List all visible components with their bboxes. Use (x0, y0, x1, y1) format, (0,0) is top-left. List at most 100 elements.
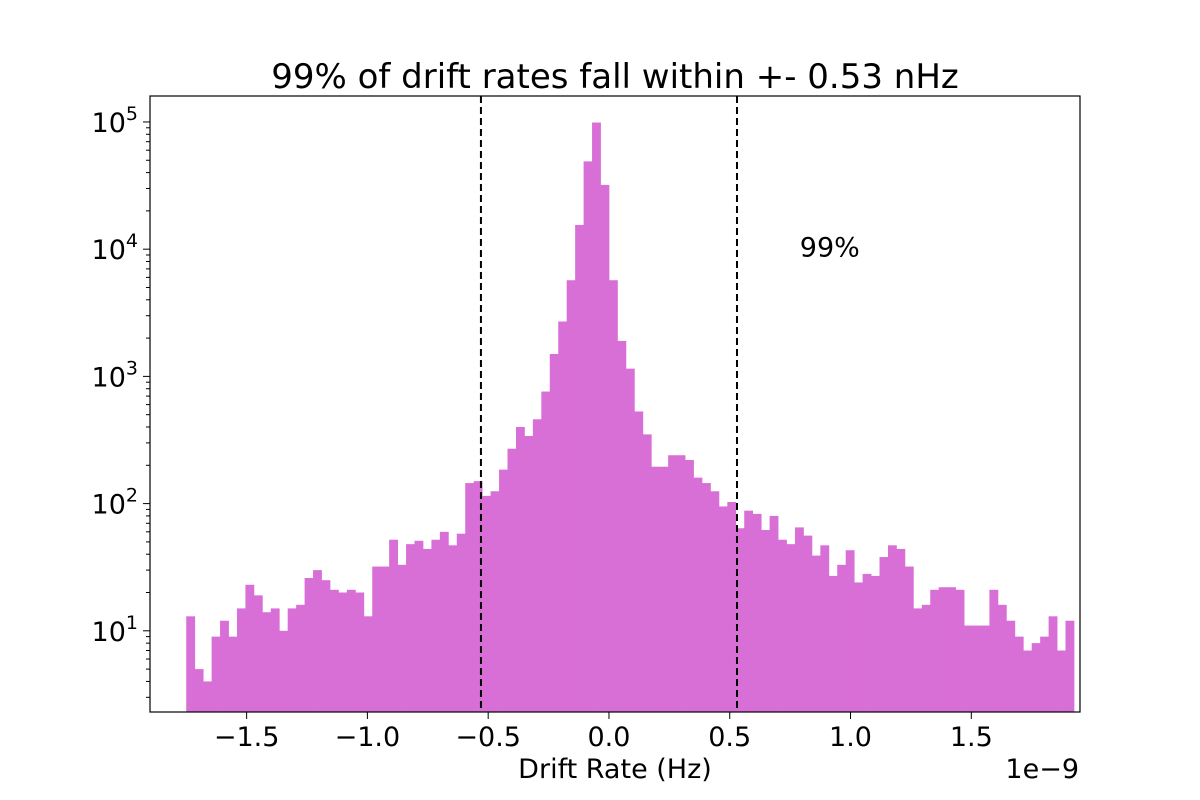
histogram-bar (262, 612, 272, 712)
histogram-bar (228, 636, 238, 712)
histogram-bar (456, 533, 466, 712)
histogram-bar (448, 545, 458, 712)
histogram-bar (887, 545, 897, 712)
histogram-bar (296, 604, 305, 712)
histogram-bar (761, 530, 770, 712)
histogram-bar (668, 455, 677, 712)
plot-frame (149, 95, 1081, 713)
x-tick-label: −1.5 (214, 722, 280, 753)
x-tick-label: 0.5 (708, 722, 751, 753)
histogram-bar (845, 550, 855, 712)
histogram-bar (1065, 620, 1075, 712)
histogram-bar (220, 620, 229, 712)
histogram-bar (735, 528, 745, 712)
histogram-bar (828, 575, 838, 712)
histogram-bar (203, 681, 212, 712)
histogram-bar (211, 636, 221, 712)
histogram-bar (930, 589, 940, 712)
histogram-bar (862, 573, 872, 712)
histogram-bar (938, 587, 948, 712)
histogram-bar (600, 184, 610, 712)
histogram-bar (397, 564, 407, 712)
histogram-bar (837, 564, 847, 712)
histogram-bar (997, 604, 1007, 712)
histogram-bar (896, 548, 906, 712)
histogram-bar (651, 466, 661, 712)
histogram-bar (583, 161, 593, 712)
histogram-bar (414, 540, 424, 712)
histogram-bar (380, 566, 390, 712)
histogram-bar (575, 224, 584, 712)
histogram-bar (1014, 636, 1024, 712)
histogram-bar (499, 469, 508, 712)
y-axis-ticks: 101 102 103 104 105 (92, 103, 150, 698)
histogram-bar (642, 434, 652, 712)
histogram-bar (879, 557, 889, 712)
histogram-bar (355, 592, 365, 712)
histogram-bar (482, 495, 491, 712)
x-tick-label: 0.0 (587, 722, 630, 753)
histogram-bar (1031, 643, 1041, 712)
histogram-bar (363, 616, 373, 712)
histogram-bar (558, 321, 568, 712)
histogram-bar (439, 531, 449, 712)
histogram-bar (710, 491, 720, 712)
histogram-bar (541, 391, 551, 712)
histogram-bar (406, 544, 415, 712)
histogram-bar (431, 539, 441, 712)
histogram-bar (507, 448, 517, 712)
histogram-bar (532, 419, 542, 712)
histogram-bar (913, 608, 923, 712)
histogram-bar (1006, 620, 1016, 712)
y-tick-label: 105 (92, 103, 138, 139)
histogram-bar (245, 584, 255, 712)
histogram-bar (964, 625, 973, 712)
histogram-bar (1023, 650, 1033, 712)
x-axis-ticks: −1.5 −1.0 −0.5 0.0 0.5 1.0 1.5 (214, 712, 993, 753)
histogram-bar (1057, 650, 1066, 712)
histogram-bar (194, 669, 204, 712)
histogram-bar (304, 578, 314, 712)
histogram-bar (490, 491, 500, 712)
histogram-bar (1048, 616, 1058, 712)
histogram-bar (287, 608, 297, 712)
x-tick-label: −0.5 (455, 722, 521, 753)
histogram-bars (186, 122, 1075, 713)
chart-title: 99% of drift rates fall within +- 0.53 n… (271, 57, 959, 97)
histogram-bar (346, 589, 356, 712)
histogram-bar (947, 587, 956, 712)
x-tick-label: −1.0 (335, 722, 401, 753)
histogram-bar (617, 340, 627, 712)
x-tick-label: 1.5 (950, 722, 993, 753)
histogram-bar (566, 280, 576, 712)
histogram-bar (465, 483, 475, 712)
histogram-bar (473, 481, 483, 712)
histogram-bar (186, 616, 196, 712)
histogram-bar (338, 592, 348, 712)
histogram-bar (744, 510, 754, 712)
histogram-bar (854, 582, 863, 712)
histogram-bar (592, 122, 601, 713)
histogram-bar (659, 466, 669, 712)
histogram-bar (279, 630, 289, 712)
histogram-bar (955, 589, 965, 712)
histogram-bar (253, 595, 263, 712)
histogram-bar (980, 625, 990, 712)
histogram-bar (786, 544, 796, 712)
histogram-bar (329, 589, 339, 712)
histogram-bar (524, 435, 534, 712)
x-axis-label: Drift Rate (Hz) (518, 754, 712, 785)
histogram-bar (676, 455, 686, 712)
histogram-bar (727, 501, 737, 712)
histogram-bar (803, 535, 813, 712)
histogram-bar (270, 608, 280, 712)
histogram-bar (1040, 636, 1049, 712)
histogram-bar (989, 589, 999, 712)
threshold-lines (479, 96, 738, 712)
histogram-bar (811, 555, 821, 712)
histogram-bar (794, 527, 804, 712)
y-tick-label: 103 (92, 357, 138, 393)
histogram-bar (778, 539, 787, 712)
y-tick-label: 104 (92, 230, 138, 266)
